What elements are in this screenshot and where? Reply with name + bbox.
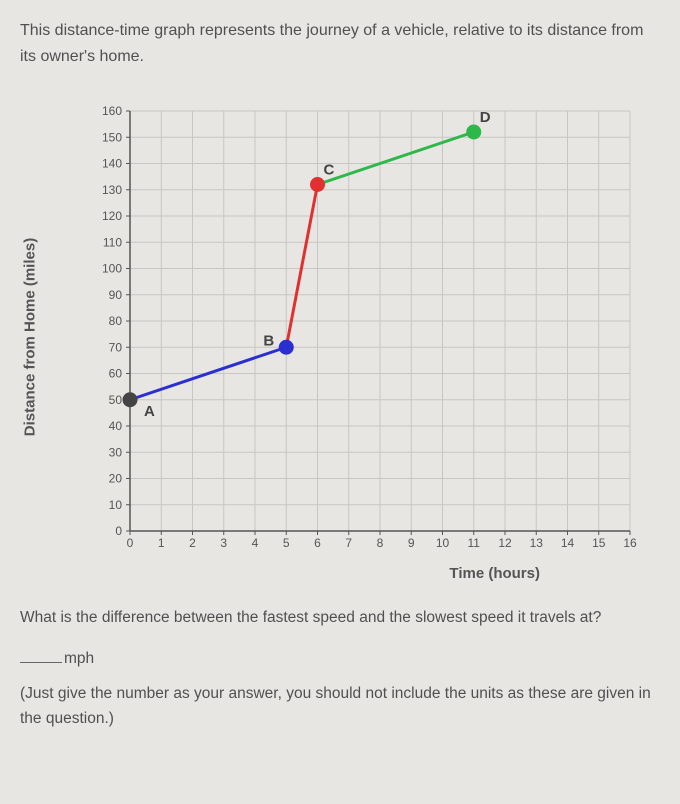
svg-text:150: 150 (102, 130, 122, 144)
svg-text:15: 15 (592, 536, 606, 550)
svg-text:16: 16 (623, 536, 637, 550)
svg-text:7: 7 (345, 536, 352, 550)
question-text: What is the difference between the faste… (20, 606, 660, 631)
svg-text:11: 11 (468, 536, 481, 550)
distance-time-chart: 0123456789101112131415160102030405060708… (40, 91, 640, 561)
svg-text:8: 8 (377, 536, 384, 550)
answer-unit: mph (64, 650, 94, 667)
svg-text:3: 3 (220, 536, 227, 550)
svg-text:60: 60 (109, 367, 123, 381)
svg-text:160: 160 (102, 104, 122, 118)
svg-text:9: 9 (408, 536, 415, 550)
svg-text:2: 2 (189, 536, 196, 550)
svg-text:5: 5 (283, 536, 290, 550)
svg-text:100: 100 (102, 262, 122, 276)
svg-text:40: 40 (109, 419, 123, 433)
svg-text:140: 140 (102, 157, 122, 171)
svg-text:B: B (263, 332, 274, 349)
svg-text:20: 20 (109, 472, 123, 486)
svg-text:C: C (324, 162, 335, 179)
x-axis-label: Time (hours) (40, 565, 640, 582)
svg-text:12: 12 (498, 536, 512, 550)
svg-text:13: 13 (530, 536, 544, 550)
svg-text:10: 10 (436, 536, 450, 550)
svg-text:90: 90 (109, 288, 123, 302)
svg-text:4: 4 (252, 536, 259, 550)
svg-text:1: 1 (158, 536, 165, 550)
intro-text: This distance-time graph represents the … (20, 18, 660, 69)
y-axis-label: Distance from Home (miles) (22, 237, 39, 435)
svg-text:0: 0 (127, 536, 134, 550)
hint-text: (Just give the number as your answer, yo… (20, 682, 660, 732)
svg-text:120: 120 (102, 209, 122, 223)
svg-text:70: 70 (109, 340, 123, 354)
answer-blank[interactable] (20, 649, 62, 663)
svg-text:D: D (480, 109, 491, 126)
chart-container: Distance from Home (miles) 0123456789101… (40, 91, 640, 582)
svg-text:10: 10 (109, 498, 123, 512)
svg-text:50: 50 (109, 393, 123, 407)
svg-text:0: 0 (115, 524, 122, 538)
svg-text:80: 80 (109, 314, 123, 328)
answer-line: mph (20, 649, 660, 668)
svg-text:110: 110 (103, 235, 122, 249)
svg-text:130: 130 (102, 183, 122, 197)
svg-text:14: 14 (561, 536, 575, 550)
svg-text:A: A (144, 403, 155, 420)
svg-text:30: 30 (109, 445, 123, 459)
svg-text:6: 6 (314, 536, 321, 550)
